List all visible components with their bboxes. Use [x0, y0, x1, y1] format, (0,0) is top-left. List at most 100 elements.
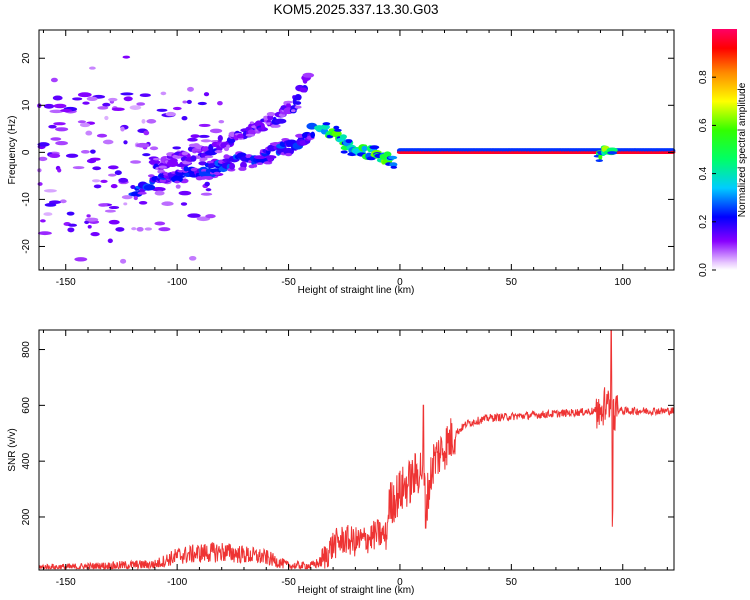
spectrogram-cell [245, 133, 255, 137]
spectrogram-cell [108, 97, 118, 102]
spectrogram-cell [102, 139, 114, 145]
spectrogram-cell [607, 151, 618, 155]
spectrogram-cell [137, 191, 147, 195]
spectrogram-cell [198, 161, 207, 166]
spectrogram-cell [80, 149, 90, 154]
spectrogram-cell [294, 101, 302, 105]
colorbar-tick-label: 0.4 [698, 166, 709, 180]
spectrogram-cell [331, 129, 342, 138]
spectrogram-cell [175, 163, 189, 168]
spectrogram-cell [160, 91, 167, 96]
spectrogram-cell [48, 200, 62, 205]
spectrogram-cell [229, 162, 236, 170]
spectrogram-cell [53, 122, 66, 126]
spectrogram-cell [226, 144, 231, 149]
spectrogram-cell [115, 227, 125, 232]
spectrogram-cell [130, 160, 142, 164]
colorbar-tick-label: 0.0 [698, 263, 709, 277]
spectrogram-cell [260, 122, 265, 131]
snr-x-tick-label: -50 [281, 577, 296, 588]
spectrogram-cell [204, 155, 214, 159]
spectrogram-cell [236, 133, 245, 139]
spectrogram-cell [217, 135, 223, 142]
spectrogram-cell [285, 102, 292, 109]
spectrogram-cell [334, 128, 342, 132]
spectrogram-cell [154, 221, 166, 226]
spectrogram-cell [294, 94, 302, 101]
spectrogram-cell [107, 238, 113, 244]
colorbar-gradient [712, 29, 737, 270]
spectrogram-cell [266, 112, 276, 117]
spectrogram-cell [48, 124, 57, 129]
spectrogram-cell [256, 162, 264, 165]
spectrogram-cell [123, 202, 128, 206]
spectrogram-cell [198, 123, 211, 127]
spectrogram-cell [87, 224, 92, 229]
spectrogram-cell [98, 203, 108, 207]
spectrogram-y-tick-label: -20 [21, 239, 32, 254]
colorbar-ticks: 0.0 0.2 0.4 0.6 0.8 [698, 70, 716, 277]
spectrogram-cell [66, 211, 75, 216]
spectrogram-x-tick-label: -100 [167, 277, 187, 288]
spectrogram-cell [123, 96, 133, 102]
spectrogram-y-tick-label: 20 [21, 52, 32, 64]
spectrogram-cell [299, 87, 308, 93]
spectrogram-cell [270, 124, 281, 128]
spectrogram-cell [93, 184, 102, 189]
spectrogram-cell [198, 134, 210, 138]
spectrogram-cell [178, 190, 192, 196]
spectrogram-cell [205, 214, 216, 219]
spectrogram-cell [213, 171, 221, 176]
spectrogram-cell [120, 126, 125, 132]
spectrogram-cell [310, 131, 316, 139]
spectrogram-cell [121, 195, 133, 200]
spectrogram-y-tick-label: -10 [21, 192, 32, 207]
spectrogram-cell [340, 150, 348, 154]
spectrogram-cell [50, 137, 62, 141]
spectrogram-x-tick-label: 50 [506, 277, 518, 288]
snr-y-tick-label: 600 [21, 397, 32, 414]
spectrogram-cell [43, 212, 53, 216]
spectrogram-cell [180, 202, 188, 206]
spectrogram-cell [148, 159, 161, 165]
spectrogram-cell [65, 153, 79, 158]
spectrogram-cell [214, 149, 223, 154]
spectrogram-cell [139, 93, 151, 98]
spectrogram-cell [37, 142, 50, 147]
spectrogram-x-tick-label: -150 [56, 277, 76, 288]
spectrogram-cell [238, 166, 247, 171]
spectrogram-cell [203, 92, 210, 97]
spectrogram-cell [59, 199, 67, 204]
spectrogram-cell [77, 120, 87, 124]
spectrogram-cell [172, 146, 182, 150]
spectrogram-cell [120, 92, 134, 96]
snr-x-tick-label: 50 [506, 577, 518, 588]
spectrogram-cell [133, 195, 138, 201]
spectrogram-cell [205, 188, 212, 192]
colorbar-tick-label: 0.6 [698, 118, 709, 132]
spectrogram-cell [200, 139, 212, 143]
spectrogram-cell [146, 119, 157, 124]
spectrogram-cell [122, 55, 131, 59]
spectrogram-cell [186, 99, 192, 104]
spectrogram-cell [158, 165, 168, 169]
spectrogram-cell [40, 219, 46, 223]
spectrogram-cell [37, 182, 43, 186]
snr-y-tick-label: 800 [21, 341, 32, 358]
spectrogram-cell [366, 156, 376, 161]
spectrogram-x-tick-label: 0 [397, 277, 403, 288]
spectrogram-cell [172, 106, 182, 111]
spectrogram-cell [55, 127, 69, 132]
spectrogram-cell [86, 158, 97, 164]
snr-plot: -150 -100 -50 0 50 100 200 400 600 800 Height of … [7, 329, 675, 596]
spectrogram-cell [197, 101, 207, 106]
spectrogram-cell [161, 201, 174, 206]
spectrogram-cell [294, 105, 302, 109]
spectrogram-cell [169, 158, 178, 163]
spectrogram-cell [200, 192, 213, 196]
spectrogram-cell [38, 156, 48, 162]
spectrogram-cell [108, 219, 120, 225]
spectrogram-cell [595, 159, 604, 162]
